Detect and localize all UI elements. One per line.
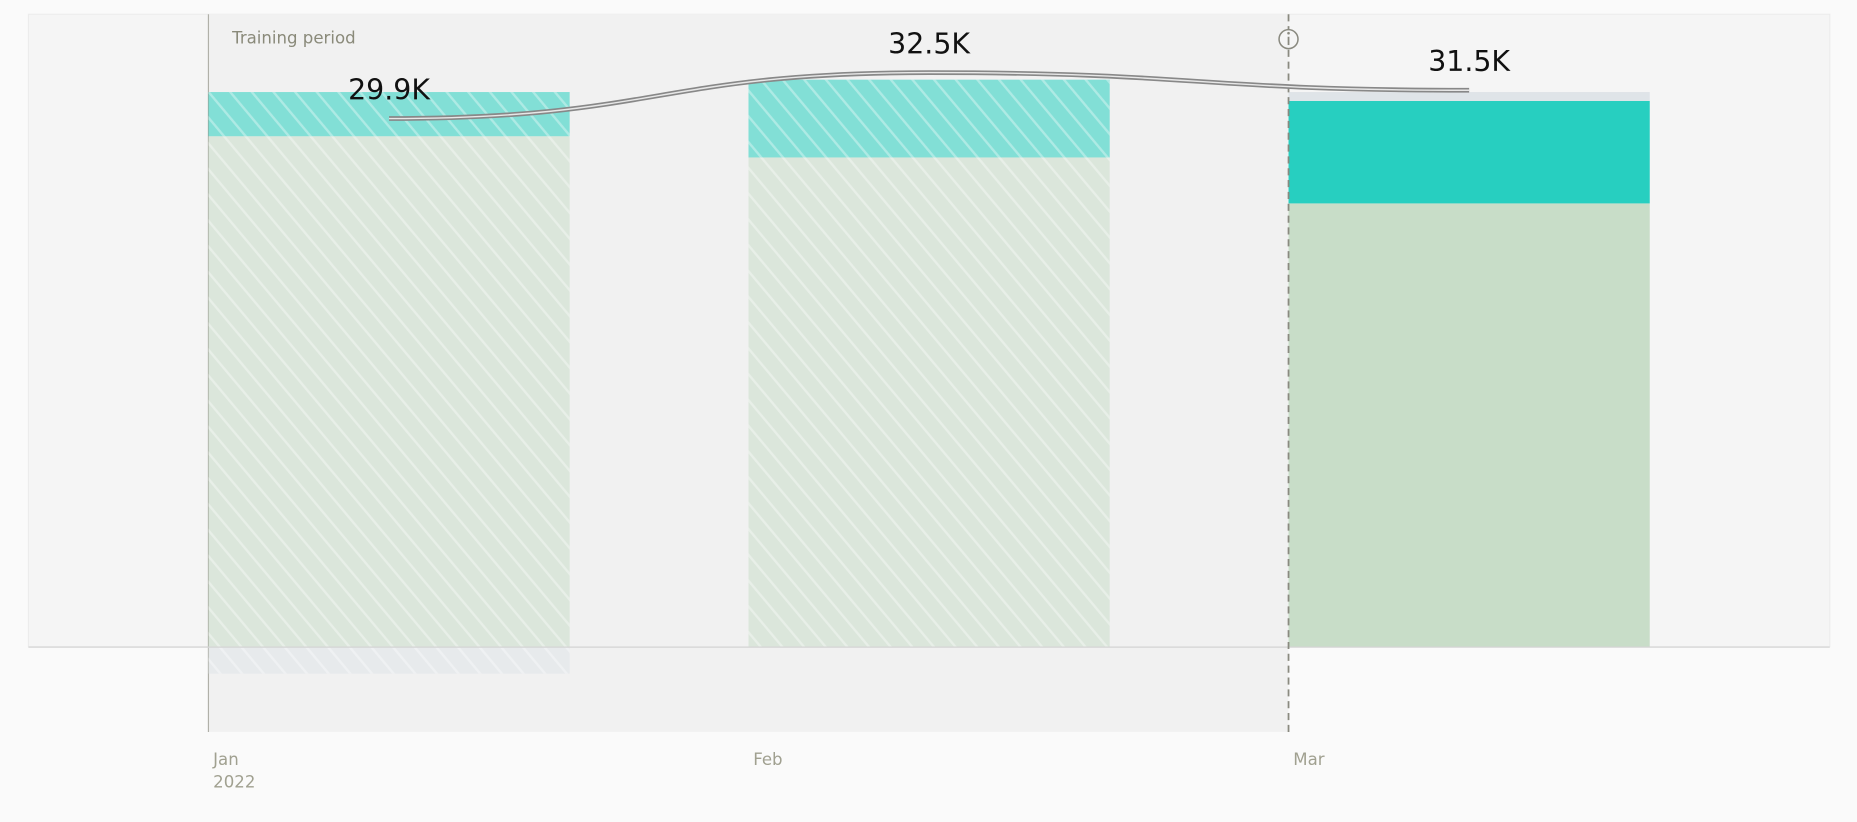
bar-hatch: [748, 79, 1110, 158]
bar-segment: [1288, 92, 1650, 101]
x-tick-label: Feb: [753, 750, 782, 769]
value-label: 29.9K: [348, 73, 431, 106]
bar-hatch: [208, 136, 570, 648]
info-icon-dot: [1287, 31, 1290, 35]
training-label: Training period: [231, 29, 355, 48]
bar-hatch: [748, 157, 1110, 648]
x-tick-label: Jan: [212, 750, 239, 769]
bar-hatch: [208, 647, 570, 674]
value-label: 31.5K: [1428, 45, 1511, 78]
x-tick-label: Mar: [1293, 750, 1324, 769]
bar-segment: [1288, 100, 1650, 204]
bar-segment: [1288, 203, 1650, 648]
value-label: 32.5K: [888, 27, 971, 60]
x-year-label: 2022: [213, 772, 255, 791]
line-core: [389, 71, 1470, 120]
